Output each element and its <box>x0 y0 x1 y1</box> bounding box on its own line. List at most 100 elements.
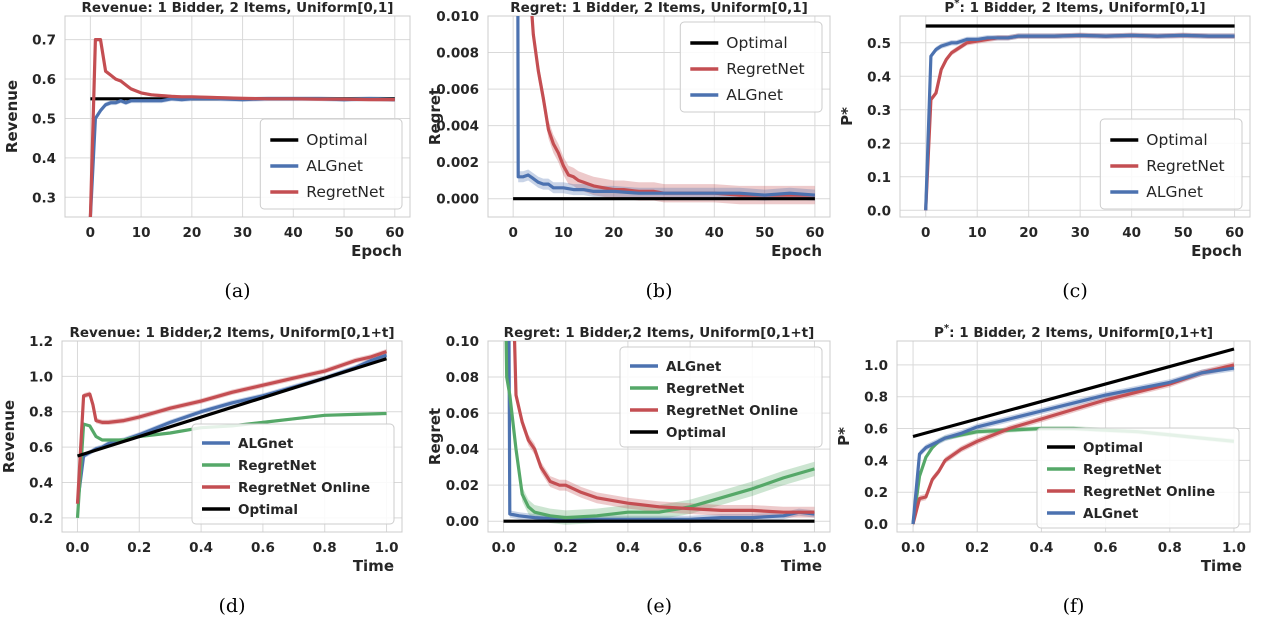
y-tick-label: 0.4 <box>867 69 891 85</box>
series-band-regretnet <box>506 341 815 525</box>
chart-title: P*: 1 Bidder, 2 Items, Uniform[0,1] <box>944 0 1205 16</box>
plot-frame <box>899 15 1251 218</box>
x-tick-label: 0.6 <box>251 540 275 556</box>
subfigure-caption: (e) <box>646 595 672 617</box>
plot-frame <box>61 340 403 533</box>
legend-label: RegretNet Online <box>238 480 370 496</box>
series-line-regretnet <box>504 341 815 520</box>
chart-f: 0.0 0.2 0.4 0.6 0.8 1.00.00.20.40.60.81.0P*: … <box>835 323 1251 617</box>
legend-label: Optimal <box>238 502 298 518</box>
x-tick-label: 0.8 <box>313 540 337 556</box>
y-tick-label: 0.4 <box>32 151 56 167</box>
y-axis-label: P* <box>835 427 853 446</box>
plot-frame <box>64 15 411 218</box>
y-tick-label: 0.4 <box>864 453 888 469</box>
legend-box <box>1036 427 1240 529</box>
x-axis-label: Epoch <box>771 242 822 260</box>
x-tick-label: 50 <box>755 225 774 241</box>
legend-label: RegretNet <box>726 60 804 78</box>
plot-area <box>503 341 815 525</box>
y-tick-label: 1.0 <box>864 358 888 374</box>
series-line-algnet <box>911 366 1235 525</box>
y-axis-label: Regret <box>426 88 444 145</box>
x-tick-label: 0.6 <box>1094 540 1118 556</box>
subfigure-caption: (a) <box>224 280 250 302</box>
x-tick-label: 0.0 <box>901 540 925 556</box>
series-line-optimal <box>912 347 1235 439</box>
legend-label: ALGnet <box>1146 183 1203 201</box>
y-tick-label: 1.0 <box>29 369 53 385</box>
y-tick-label: 0.00 <box>446 514 479 530</box>
plot-area <box>513 16 816 205</box>
series-line-algnet <box>924 33 1235 211</box>
y-tick-label: 0.3 <box>867 103 891 119</box>
y-tick-label: 0.6 <box>864 422 888 438</box>
legend: ALGnet RegretNet RegretNet Online Optimal <box>191 423 395 525</box>
x-tick-label: 40 <box>1122 225 1141 241</box>
legend-label: RegretNet <box>238 458 317 474</box>
x-tick-label: 0.8 <box>740 540 764 556</box>
plot-frame <box>487 340 831 533</box>
plot-area <box>75 349 388 520</box>
x-tick-label: 20 <box>604 225 623 241</box>
x-tick-label: 30 <box>233 225 252 241</box>
y-tick-label: 1.2 <box>29 334 53 350</box>
y-tick-label: 0.6 <box>29 440 53 456</box>
x-tick-label: 20 <box>1019 225 1038 241</box>
chart-e: 0.0 0.2 0.4 0.6 0.8 1.0 0.00 0.02 0.04 0.06 0.08 0.… <box>426 325 831 617</box>
x-tick-label: 1.0 <box>802 540 826 556</box>
legend-label: Optimal <box>1146 131 1207 149</box>
title-sup: * <box>944 323 950 334</box>
title-sup: * <box>954 0 960 9</box>
y-tick-label: 0.02 <box>446 478 479 494</box>
y-tick-label: 0.2 <box>29 511 53 527</box>
x-axis-label: Time <box>781 557 822 575</box>
x-tick-label: 0 <box>508 225 517 241</box>
series-line-regretnet-online <box>512 341 815 514</box>
legend-label: RegretNet <box>1083 462 1162 478</box>
y-tick-label: 0.10 <box>446 334 479 350</box>
chart-title: Regret: 1 Bidder, 2 Items, Uniform[0,1] <box>510 0 808 16</box>
legend-box <box>191 423 395 525</box>
x-tick-label: 0.2 <box>554 540 578 556</box>
y-tick-label: 0.06 <box>446 406 479 422</box>
legend-label: ALGnet <box>666 359 722 375</box>
x-tick-label: 0 <box>921 225 930 241</box>
x-axis-label: Time <box>353 557 394 575</box>
y-tick-label: 0.000 <box>436 192 479 208</box>
title-main: P <box>944 0 954 16</box>
legend: Optimal RegretNet ALGnet <box>1099 118 1243 210</box>
subfigure-caption: (b) <box>646 280 673 302</box>
y-tick-label: 0.006 <box>436 82 479 98</box>
y-axis-label: Revenue <box>0 400 18 473</box>
series-band-algnet <box>517 16 815 201</box>
legend-label: RegretNet <box>306 183 384 201</box>
title-rest: : 1 Bidder, 2 Items, Uniform[0,1+t] <box>949 325 1213 341</box>
y-tick-label: 0.0 <box>867 203 891 219</box>
x-tick-label: 30 <box>1071 225 1090 241</box>
legend-label: Optimal <box>666 425 726 441</box>
x-tick-label: 10 <box>968 225 987 241</box>
x-axis-label: Time <box>1201 557 1242 575</box>
x-tick-label: 10 <box>554 225 573 241</box>
x-axis-label: Epoch <box>351 242 402 260</box>
x-tick-label: 50 <box>335 225 354 241</box>
x-tick-label: 40 <box>284 225 303 241</box>
y-tick-label: 0.7 <box>32 33 56 49</box>
x-tick-label: 60 <box>385 225 404 241</box>
series-line-optimal <box>77 357 387 458</box>
legend: Optimal RegretNet ALGnet <box>679 21 823 113</box>
legend-label: ALGnet <box>238 436 294 452</box>
x-tick-label: 0.0 <box>65 540 89 556</box>
x-tick-label: 0.0 <box>492 540 516 556</box>
x-tick-label: 0.2 <box>127 540 151 556</box>
x-tick-label: 0.4 <box>1029 540 1053 556</box>
subfigure-caption: (f) <box>1063 595 1085 617</box>
y-tick-label: 0.08 <box>446 370 479 386</box>
x-axis-label: Epoch <box>1191 242 1242 260</box>
y-tick-label: 0.3 <box>32 190 56 206</box>
y-tick-label: 0.002 <box>436 155 479 171</box>
chart-b: 0 10 20 30 40 50 60 0.000 0.002 0.004 0.006 0.008 0.… <box>426 0 831 302</box>
y-axis-label: Regret <box>426 408 444 465</box>
legend-box <box>619 346 823 448</box>
